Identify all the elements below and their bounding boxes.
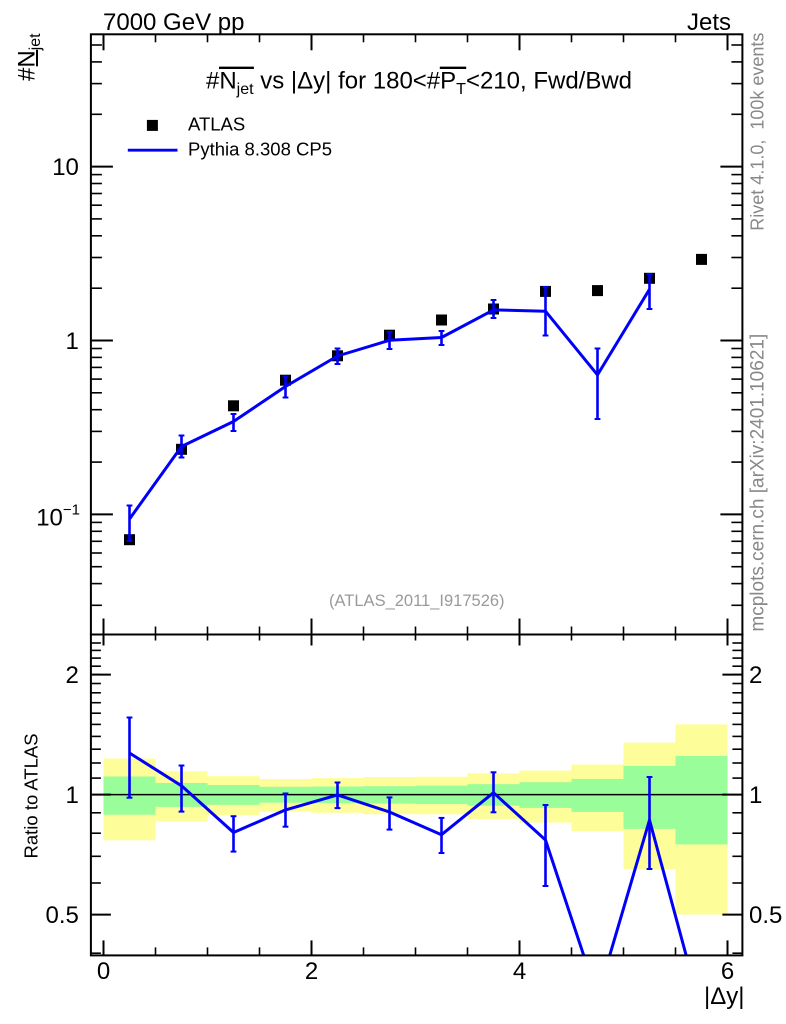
svg-text:4: 4 — [513, 958, 526, 985]
svg-text:|Δy|: |Δy| — [704, 983, 745, 1010]
svg-text:6: 6 — [721, 958, 734, 985]
svg-text:2: 2 — [305, 958, 318, 985]
svg-text:10: 10 — [52, 154, 79, 181]
svg-text:1: 1 — [66, 328, 79, 355]
svg-text:0.5: 0.5 — [46, 902, 79, 929]
svg-text:Pythia 8.308 CP5: Pythia 8.308 CP5 — [188, 138, 332, 159]
svg-text:(ATLAS_2011_I917526): (ATLAS_2011_I917526) — [329, 592, 505, 610]
svg-text:2: 2 — [749, 662, 762, 689]
svg-text:Ratio to ATLAS: Ratio to ATLAS — [21, 733, 42, 858]
svg-text:0.5: 0.5 — [749, 902, 782, 929]
svg-text:#Njet: #Njet — [14, 33, 45, 81]
svg-text:10−1: 10−1 — [36, 501, 80, 531]
svg-text:Rivet 4.1.0, 100k events: Rivet 4.1.0, 100k events — [748, 33, 768, 231]
svg-text:1: 1 — [66, 782, 79, 809]
svg-text:mcplots.cern.ch [arXiv:2401.10: mcplots.cern.ch [arXiv:2401.10621] — [748, 334, 769, 632]
svg-text:ATLAS: ATLAS — [188, 113, 245, 134]
svg-text:7000 GeV pp: 7000 GeV pp — [103, 9, 244, 36]
svg-text:0: 0 — [97, 958, 110, 985]
svg-text:Jets: Jets — [687, 9, 731, 36]
svg-text:#Njet vs |Δy| for 180<#PT<210,: #Njet vs |Δy| for 180<#PT<210, Fwd/Bwd — [206, 68, 632, 99]
svg-text:2: 2 — [66, 662, 79, 689]
svg-text:1: 1 — [749, 782, 762, 809]
